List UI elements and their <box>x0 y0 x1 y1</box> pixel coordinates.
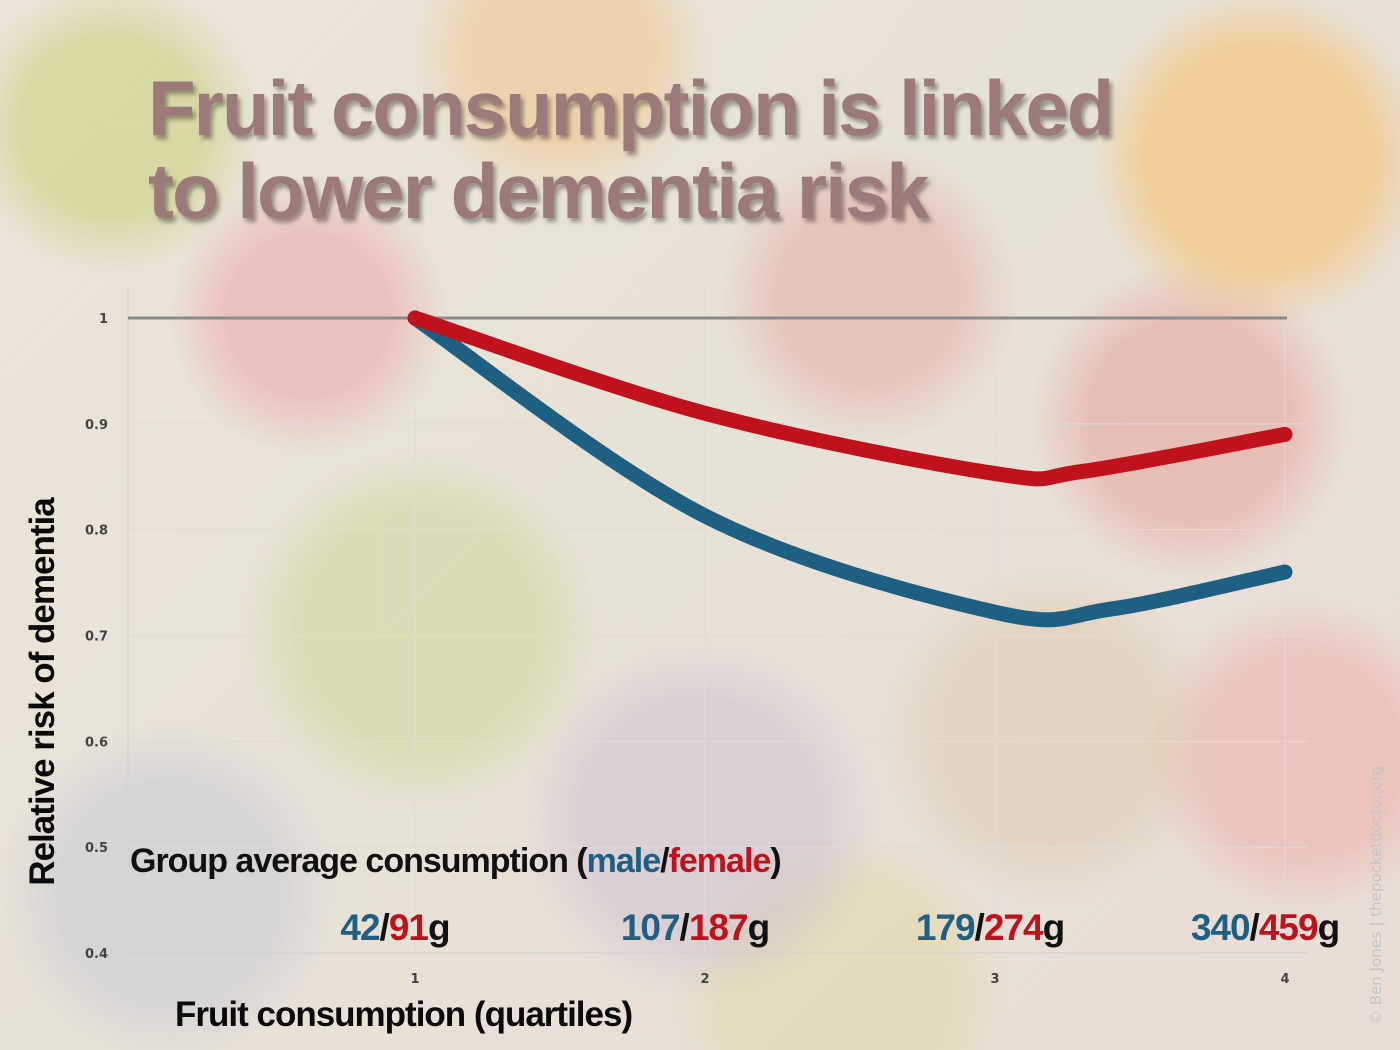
series-line-female <box>407 310 1293 487</box>
x-tick-label: 4 <box>1280 972 1289 987</box>
group-value-3: 179/274g <box>916 907 1064 948</box>
y-axis-label: Relative risk of dementia <box>23 497 62 886</box>
x-tick-label: 1 <box>410 972 419 987</box>
y-tick-label: 0.4 <box>85 947 108 962</box>
male-legend-word: male <box>587 842 661 880</box>
female-legend-word: female <box>669 842 771 880</box>
series-line-male <box>407 310 1293 628</box>
legend-separator: / <box>660 842 670 880</box>
credit-watermark: © Ben Jones | thepocketdoctor.org <box>1367 766 1385 1025</box>
x-tick-label: 2 <box>700 972 709 987</box>
y-tick-label: 0.8 <box>85 524 108 539</box>
y-tick-label: 0.9 <box>85 418 108 433</box>
x-axis-label: Fruit consumption (quartiles) <box>175 995 632 1034</box>
chart-title-line-1: Fruit consumption is linked <box>148 64 1112 152</box>
group-value-1: 42/91g <box>340 907 449 948</box>
plot-area: 0.4 0.5 0.6 0.7 0.8 0.9 1 1 2 3 4 <box>85 285 1308 987</box>
y-tick-label: 0.7 <box>85 630 108 645</box>
group-values: 42/91g 107/187g 179/274g 340/459g <box>340 907 1340 948</box>
y-tick-label: 0.5 <box>85 841 108 856</box>
group-value-2: 107/187g <box>621 907 769 948</box>
y-tick-label: 0.6 <box>85 735 108 750</box>
chart-title-line-2: to lower dementia risk <box>148 147 930 235</box>
group-average-heading: Group average consumption (male/female) <box>130 842 781 880</box>
x-tick-label: 3 <box>990 972 999 987</box>
group-average-prefix: Group average consumption ( <box>130 842 588 880</box>
group-average-suffix: ) <box>770 842 780 880</box>
group-value-4: 340/459g <box>1191 907 1339 948</box>
y-tick-label: 1 <box>99 312 108 327</box>
